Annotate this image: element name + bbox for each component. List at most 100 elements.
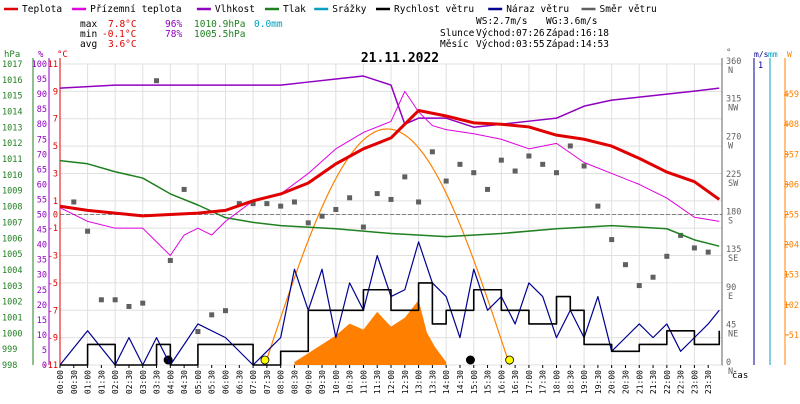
legend-label: Rychlost větru	[394, 4, 474, 15]
axis-title-mm: mm	[768, 50, 778, 59]
wind-direction-point	[429, 149, 435, 155]
dir-tick-degree: 0	[726, 358, 731, 368]
wind-direction-point	[678, 232, 684, 238]
hpa-tick-label: 1013	[2, 123, 22, 133]
wind-direction-point	[471, 170, 477, 176]
dir-tick-degree: 90	[726, 283, 736, 293]
hpa-tick-label: 1000	[2, 329, 22, 339]
x-tick-label: 10:00	[332, 370, 341, 394]
solar-tick-label: 408	[784, 120, 799, 130]
stat-max-rain: 0.0mm	[254, 19, 283, 30]
pct-tick-label: 95	[37, 75, 47, 85]
x-tick-label: 02:00	[111, 370, 120, 394]
dir-tick-compass: NW	[728, 104, 739, 114]
x-tick-label: 08:30	[290, 370, 299, 394]
axis-title-ms: m/s	[754, 50, 769, 59]
dir-tick-compass: S	[728, 217, 733, 227]
wind-gust-line	[59, 241, 720, 366]
wind-direction-point	[126, 303, 132, 309]
hpa-tick-label: 1009	[2, 187, 22, 197]
wind-direction-point	[154, 78, 160, 84]
dir-tick-compass: SW	[728, 179, 739, 189]
hpa-tick-label: 998	[2, 361, 17, 371]
pct-tick-label: 85	[37, 105, 47, 115]
x-tick-label: 08:00	[277, 370, 286, 394]
degc-tick-label: -5	[48, 279, 58, 289]
x-tick-label: 09:30	[318, 370, 327, 394]
axis-title-hpa: hPa	[4, 50, 20, 60]
temperature-line	[59, 109, 721, 218]
dir-tick-compass: NE	[728, 329, 738, 339]
axis-title-time: čas	[732, 370, 748, 381]
hpa-tick-label: 1016	[2, 76, 22, 86]
stats-block: max 7.8°C 96% 1010.9hPa 0.0mm min -0.1°C…	[80, 16, 609, 50]
moonset-marker	[465, 355, 475, 365]
x-tick-label: 20:00	[608, 370, 617, 394]
x-tick-label: 20:30	[621, 370, 630, 394]
x-tick-label: 17:00	[525, 370, 534, 394]
hpa-tick-label: 1011	[2, 155, 22, 165]
x-tick-label: 15:00	[470, 370, 479, 394]
degc-tick-label: 9	[53, 87, 58, 97]
y-axes: 1017101610151014101310121011101010091008…	[2, 57, 799, 377]
hpa-tick-label: 1004	[2, 266, 22, 276]
hpa-tick-label: 1014	[2, 108, 22, 118]
x-tick-label: 19:30	[594, 370, 603, 394]
sun-curve	[264, 128, 511, 366]
pct-tick-label: 20	[37, 301, 47, 311]
degc-tick-label: 1	[53, 197, 58, 207]
degc-tick-label: -9	[48, 334, 58, 344]
wind-direction-point	[360, 224, 366, 230]
x-tick-label: 14:00	[442, 370, 451, 394]
wind-direction-point	[112, 297, 118, 303]
stat-sunset: Západ:16:18	[546, 28, 609, 39]
pressure-line	[59, 159, 720, 247]
x-tick-label: 07:00	[249, 370, 258, 394]
x-tick-label: 19:00	[580, 370, 589, 394]
stat-max-press: 1010.9hPa	[194, 19, 245, 30]
wind-direction-point	[540, 161, 546, 167]
solar-area	[294, 300, 447, 365]
x-axis: 00:00 00:30 01:00 01:30 02:00 02:30 03:00 03:30…	[56, 365, 713, 394]
degc-tick-label: -1	[48, 224, 58, 234]
ground-temperature-line	[59, 90, 720, 257]
dir-tick-degree: 135	[726, 245, 741, 255]
x-tick-label: 04:00	[166, 370, 175, 394]
hpa-tick-label: 1007	[2, 218, 22, 228]
hpa-tick-label: 1002	[2, 298, 22, 308]
x-tick-label: 05:30	[208, 370, 217, 394]
wind-direction-point	[236, 201, 242, 207]
wind-direction-point	[443, 178, 449, 184]
pct-tick-label: 65	[37, 165, 47, 175]
hpa-tick-label: 1005	[2, 250, 22, 260]
stat-avg-temp: 3.6°C	[108, 39, 137, 50]
dir-tick-compass: SE	[728, 254, 738, 264]
plot-area	[59, 75, 721, 366]
solar-tick-label: 357	[784, 150, 799, 160]
hpa-tick-label: 1012	[2, 139, 22, 149]
dir-tick-degree: 180	[726, 208, 741, 218]
degc-tick-label: 0	[53, 211, 58, 221]
dir-tick-degree: 270	[726, 132, 741, 142]
chart-title: 21.11.2022	[361, 51, 439, 66]
degc-tick-label: 5	[53, 142, 58, 152]
pct-tick-label: 15	[37, 316, 47, 326]
wind-direction-point	[264, 201, 270, 207]
solar-tick-label: 204	[784, 241, 799, 251]
dir-tick-compass: W	[728, 141, 734, 151]
x-tick-label: 01:30	[97, 370, 106, 394]
x-tick-label: 05:00	[194, 370, 203, 394]
x-tick-label: 12:00	[387, 370, 396, 394]
stat-max-hum: 96%	[165, 19, 182, 30]
x-tick-label: 16:30	[511, 370, 520, 394]
stat-wg: WG:3.6m/s	[546, 16, 597, 27]
solar-tick-label: 459	[784, 90, 799, 100]
wind-direction-point	[181, 186, 187, 192]
stat-avg-label: avg	[80, 39, 97, 50]
wind-direction-point	[167, 257, 173, 263]
hpa-tick-label: 1006	[2, 234, 22, 244]
x-tick-label: 23:30	[704, 370, 713, 394]
wind-direction-point	[85, 228, 91, 234]
